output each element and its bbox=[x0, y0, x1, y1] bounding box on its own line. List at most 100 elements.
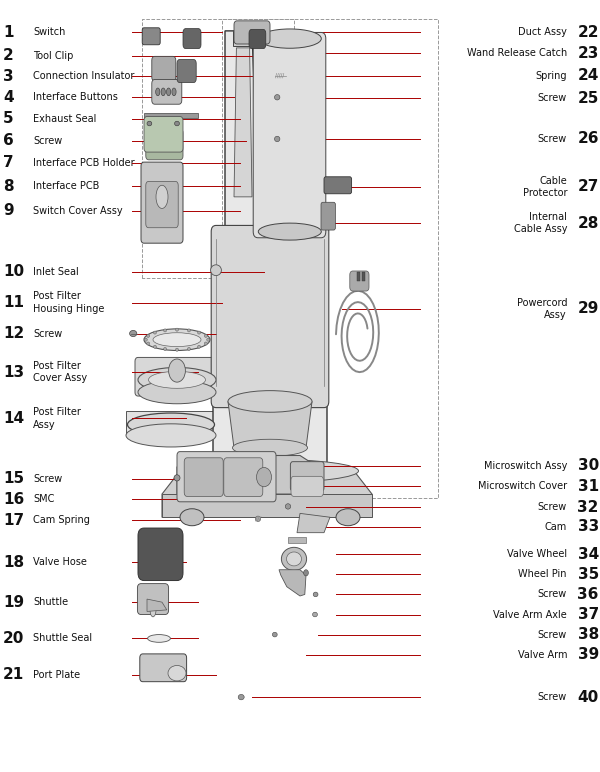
Text: Screw: Screw bbox=[538, 503, 567, 512]
Text: Connection Insulator: Connection Insulator bbox=[33, 72, 134, 81]
Ellipse shape bbox=[164, 329, 167, 332]
Text: Post Filter
Cover Assy: Post Filter Cover Assy bbox=[33, 361, 87, 384]
Text: Spring: Spring bbox=[536, 71, 567, 80]
Text: Interface PCB Holder: Interface PCB Holder bbox=[33, 158, 134, 168]
Ellipse shape bbox=[175, 121, 179, 126]
Text: 21: 21 bbox=[3, 667, 24, 682]
FancyBboxPatch shape bbox=[253, 32, 326, 238]
Text: Wand Release Catch: Wand Release Catch bbox=[467, 49, 567, 58]
Text: 23: 23 bbox=[577, 46, 599, 61]
FancyBboxPatch shape bbox=[135, 357, 219, 396]
Ellipse shape bbox=[206, 338, 210, 341]
Ellipse shape bbox=[169, 359, 185, 382]
Ellipse shape bbox=[275, 136, 280, 142]
Polygon shape bbox=[297, 513, 330, 533]
Text: 27: 27 bbox=[577, 179, 599, 195]
Ellipse shape bbox=[182, 459, 359, 482]
Ellipse shape bbox=[257, 468, 271, 486]
FancyBboxPatch shape bbox=[324, 177, 352, 194]
Ellipse shape bbox=[154, 331, 157, 334]
Ellipse shape bbox=[161, 88, 166, 96]
Text: 31: 31 bbox=[578, 479, 599, 494]
Polygon shape bbox=[213, 31, 327, 498]
Text: 4: 4 bbox=[3, 90, 14, 105]
Text: 14: 14 bbox=[3, 411, 24, 426]
Bar bbox=[362, 272, 365, 281]
Ellipse shape bbox=[205, 342, 208, 345]
FancyBboxPatch shape bbox=[152, 80, 182, 104]
Text: Cam: Cam bbox=[545, 522, 567, 531]
Text: 36: 36 bbox=[577, 587, 599, 602]
FancyBboxPatch shape bbox=[291, 476, 323, 496]
FancyBboxPatch shape bbox=[146, 129, 183, 160]
Ellipse shape bbox=[233, 439, 308, 456]
Text: 8: 8 bbox=[3, 178, 14, 194]
Text: Cable
Protector: Cable Protector bbox=[523, 175, 567, 198]
Ellipse shape bbox=[146, 334, 149, 337]
FancyBboxPatch shape bbox=[249, 29, 266, 49]
FancyBboxPatch shape bbox=[140, 654, 187, 682]
Ellipse shape bbox=[259, 223, 322, 240]
Text: Interface Buttons: Interface Buttons bbox=[33, 93, 118, 102]
Bar bbox=[288, 537, 306, 543]
Text: 2: 2 bbox=[3, 48, 14, 63]
FancyBboxPatch shape bbox=[142, 28, 160, 45]
Ellipse shape bbox=[148, 635, 170, 642]
Ellipse shape bbox=[187, 329, 190, 332]
Ellipse shape bbox=[176, 348, 179, 351]
FancyBboxPatch shape bbox=[224, 458, 263, 496]
Text: Shuttle Seal: Shuttle Seal bbox=[33, 634, 92, 643]
Text: 16: 16 bbox=[3, 492, 24, 507]
Ellipse shape bbox=[259, 29, 322, 48]
Ellipse shape bbox=[144, 338, 148, 341]
Text: Screw: Screw bbox=[538, 630, 567, 639]
Text: Inlet Seal: Inlet Seal bbox=[33, 267, 79, 276]
Text: Interface PCB: Interface PCB bbox=[33, 181, 100, 191]
Text: 17: 17 bbox=[3, 513, 24, 528]
Text: Valve Hose: Valve Hose bbox=[33, 557, 87, 567]
Text: Screw: Screw bbox=[33, 329, 62, 338]
Text: 24: 24 bbox=[577, 68, 599, 83]
Text: 38: 38 bbox=[578, 627, 599, 642]
Ellipse shape bbox=[164, 347, 167, 350]
Ellipse shape bbox=[180, 509, 204, 526]
Text: Duct Assy: Duct Assy bbox=[518, 28, 567, 37]
FancyBboxPatch shape bbox=[290, 462, 324, 491]
Text: 13: 13 bbox=[3, 364, 24, 380]
Text: Screw: Screw bbox=[538, 692, 567, 702]
Text: Internal
Cable Assy: Internal Cable Assy bbox=[514, 212, 567, 235]
Text: 1: 1 bbox=[3, 25, 14, 40]
Ellipse shape bbox=[168, 665, 186, 681]
FancyBboxPatch shape bbox=[234, 21, 270, 44]
Text: 33: 33 bbox=[578, 519, 599, 534]
Ellipse shape bbox=[286, 504, 290, 510]
Text: Shuttle: Shuttle bbox=[33, 598, 68, 607]
Ellipse shape bbox=[211, 265, 221, 276]
Polygon shape bbox=[147, 599, 167, 611]
FancyBboxPatch shape bbox=[177, 59, 196, 83]
FancyBboxPatch shape bbox=[144, 117, 183, 152]
Text: 32: 32 bbox=[577, 499, 599, 515]
Ellipse shape bbox=[147, 121, 152, 126]
FancyBboxPatch shape bbox=[138, 528, 183, 581]
Ellipse shape bbox=[336, 509, 360, 526]
Ellipse shape bbox=[154, 345, 157, 348]
Ellipse shape bbox=[138, 381, 216, 404]
FancyBboxPatch shape bbox=[146, 181, 178, 228]
Text: Post Filter
Housing Hinge: Post Filter Housing Hinge bbox=[33, 291, 104, 314]
Text: Tool Clip: Tool Clip bbox=[33, 51, 73, 60]
Ellipse shape bbox=[313, 592, 318, 597]
Text: 30: 30 bbox=[578, 458, 599, 473]
Text: 11: 11 bbox=[3, 295, 24, 310]
Ellipse shape bbox=[205, 334, 208, 337]
Ellipse shape bbox=[153, 333, 201, 347]
Text: Cam Spring: Cam Spring bbox=[33, 516, 90, 525]
Text: 10: 10 bbox=[3, 264, 24, 279]
Text: Switch Cover Assy: Switch Cover Assy bbox=[33, 206, 122, 215]
Text: Valve Arm: Valve Arm bbox=[517, 650, 567, 659]
Ellipse shape bbox=[304, 570, 308, 576]
Text: Screw: Screw bbox=[538, 93, 567, 103]
Text: 28: 28 bbox=[577, 215, 599, 231]
FancyBboxPatch shape bbox=[350, 271, 369, 291]
Text: 5: 5 bbox=[3, 111, 14, 127]
